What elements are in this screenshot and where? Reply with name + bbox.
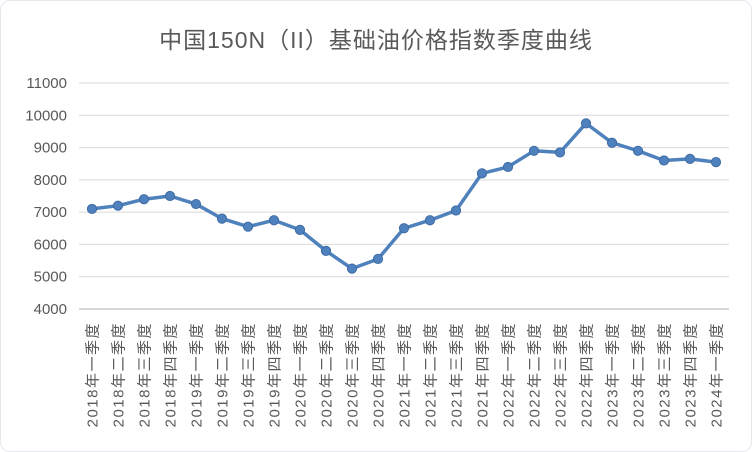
- x-axis-tick-label: 2021年四季度: [475, 322, 492, 427]
- x-axis-tick-label: 2018年四季度: [163, 322, 180, 427]
- data-point-marker: [138, 194, 150, 205]
- x-axis-tick-label: 2023年二季度: [631, 322, 648, 427]
- data-point-marker: [684, 153, 696, 164]
- y-axis-tick-label: 5000: [34, 269, 67, 286]
- data-point-marker: [320, 245, 332, 256]
- data-point-marker: [632, 145, 644, 156]
- data-point-marker: [294, 224, 306, 235]
- y-axis-tick-label: 9000: [34, 140, 67, 157]
- x-axis-tick-label: 2019年二季度: [215, 322, 232, 427]
- x-axis-tick-label: 2023年一季度: [605, 322, 622, 427]
- x-axis-tick-label: 2020年四季度: [371, 322, 388, 427]
- data-point-marker: [216, 213, 228, 224]
- data-point-marker: [476, 168, 488, 179]
- y-axis-tick-label: 11000: [26, 75, 67, 92]
- x-axis-tick-label: 2020年二季度: [319, 322, 336, 427]
- price-index-line: [90, 121, 718, 271]
- x-axis-tick-label: 2023年三季度: [657, 322, 674, 427]
- x-axis-tick-label: 2021年二季度: [423, 322, 440, 427]
- data-point-marker: [580, 118, 592, 129]
- data-point-marker: [450, 205, 462, 216]
- x-axis-tick-label: 2022年二季度: [527, 322, 544, 427]
- x-axis-tick-label: 2022年一季度: [501, 322, 518, 427]
- data-point-marker: [606, 137, 618, 148]
- data-point-marker: [164, 190, 176, 202]
- x-axis-tick-label: 2023年四季度: [683, 322, 700, 427]
- data-point-marker: [86, 203, 98, 215]
- data-point-marker: [242, 221, 254, 232]
- y-axis-tick-label: 8000: [34, 172, 67, 189]
- data-point-marker: [268, 215, 280, 226]
- x-axis-tick-label: 2020年一季度: [293, 322, 310, 427]
- x-axis-tick-label: 2018年一季度: [85, 322, 102, 427]
- x-axis-tick-label: 2019年三季度: [241, 322, 258, 427]
- x-axis-tick-label: 2021年三季度: [449, 322, 466, 427]
- data-point-marker: [112, 200, 124, 211]
- data-point-marker: [554, 147, 566, 158]
- x-axis-tick-label: 2018年二季度: [111, 322, 128, 427]
- x-axis-tick-label: 2022年三季度: [553, 322, 570, 427]
- data-point-marker: [710, 157, 722, 168]
- data-point-marker: [424, 215, 436, 226]
- data-point-marker: [658, 155, 670, 166]
- data-point-marker: [372, 253, 384, 265]
- y-axis-tick-label: 10000: [25, 107, 67, 124]
- chart-title: 中国150N（II）基础油价格指数季度曲线: [159, 27, 593, 53]
- y-axis-tick-label: 6000: [34, 236, 67, 253]
- x-axis-tick-label: 2019年一季度: [189, 322, 206, 427]
- data-point-marker: [346, 263, 358, 274]
- x-axis-tick-label: 2024年一季度: [709, 322, 726, 427]
- data-point-marker: [528, 145, 540, 156]
- x-axis-tick-label: 2018年三季度: [137, 322, 154, 427]
- x-axis-tick-label: 2019年四季度: [267, 322, 284, 427]
- x-axis-tick-label: 2020年三季度: [345, 322, 362, 427]
- y-axis-tick-label: 7000: [34, 204, 67, 221]
- y-axis-tick-label: 4000: [34, 301, 67, 318]
- x-axis-tick-label: 2021年一季度: [397, 322, 414, 427]
- data-point-marker: [398, 223, 410, 234]
- x-axis-tick-label: 2022年四季度: [579, 322, 596, 427]
- data-point-marker: [502, 161, 514, 173]
- data-point-marker: [190, 198, 202, 210]
